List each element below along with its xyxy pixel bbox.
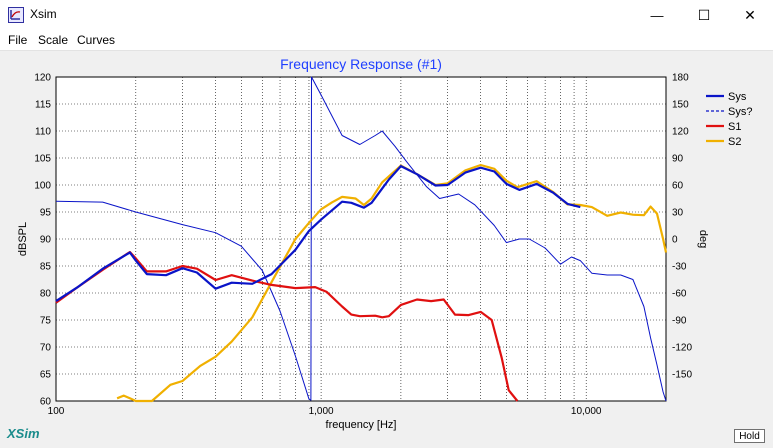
y-left-tick-label: 120 [34,73,51,84]
y-left-tick-label: 85 [40,262,52,273]
y-left-tick-label: 105 [34,154,51,165]
y-right-tick-label: -150 [672,370,692,381]
y-left-tick-label: 65 [40,370,52,381]
y-left-tick-label: 70 [40,343,52,354]
plot-frame [55,76,667,402]
y-left-tick-label: 90 [40,235,52,246]
series-line-s1 [55,250,519,402]
y-left-tick-label: 60 [40,397,52,408]
y-right-tick-label: -60 [672,289,687,300]
menu-scale[interactable]: Scale [38,33,69,47]
maximize-icon: ☐ [697,6,711,23]
y-right-tick-label: -90 [672,316,687,327]
menu-file[interactable]: File [8,33,28,47]
legend-label: Sys? [728,106,752,118]
y-right-tick-label: 120 [672,127,689,138]
y-left-tick-label: 75 [40,316,52,327]
x-tick-label: 100 [48,406,65,417]
legend-label: Sys [728,91,747,103]
menu-curves[interactable]: Curves [77,33,116,47]
legend-label: S1 [728,121,741,133]
series-line-sys-phase [55,76,667,402]
hold-button-label: Hold [739,430,760,442]
xsim-app-icon [8,7,24,23]
maximize-button[interactable]: ☐ [681,0,727,30]
y-right-tick-label: -30 [672,262,687,273]
y-right-tick-label: 0 [672,235,678,246]
y-right-tick-label: -120 [672,343,692,354]
y-left-tick-label: 115 [35,100,51,111]
y-left-tick-label: 110 [35,127,51,138]
y-left-tick-label: 100 [34,181,51,192]
close-icon: ✕ [744,6,756,23]
y-left-tick-label: 95 [40,208,52,219]
menu-bar: File Scale Curves [0,30,773,50]
legend-label: S2 [728,136,741,148]
y-right-tick-label: 90 [672,154,684,165]
title-bar: Xsim — ☐ ✕ [0,0,773,30]
x-tick-label: 1,000 [309,406,334,417]
y-right-tick-label: 180 [672,73,689,84]
y-right-tick-label: 60 [672,181,684,192]
x-axis-label: frequency [Hz] [326,419,397,431]
hold-button[interactable]: Hold [734,429,765,443]
close-button[interactable]: ✕ [727,0,773,30]
chart-title: Frequency Response (#1) [280,56,442,72]
y-left-axis-label: dBSPL [17,222,29,256]
y-right-tick-label: 30 [672,208,684,219]
y-left-tick-label: 80 [40,289,52,300]
minimize-button[interactable]: — [634,0,680,30]
minimize-icon: — [650,7,664,23]
x-tick-label: 10,000 [571,406,602,417]
series-line-sys [55,165,581,303]
xsim-brand-label: XSim [7,426,40,441]
y-right-axis-label: deg [697,230,709,248]
window-title: Xsim [30,7,57,21]
y-right-tick-label: 150 [672,100,689,111]
